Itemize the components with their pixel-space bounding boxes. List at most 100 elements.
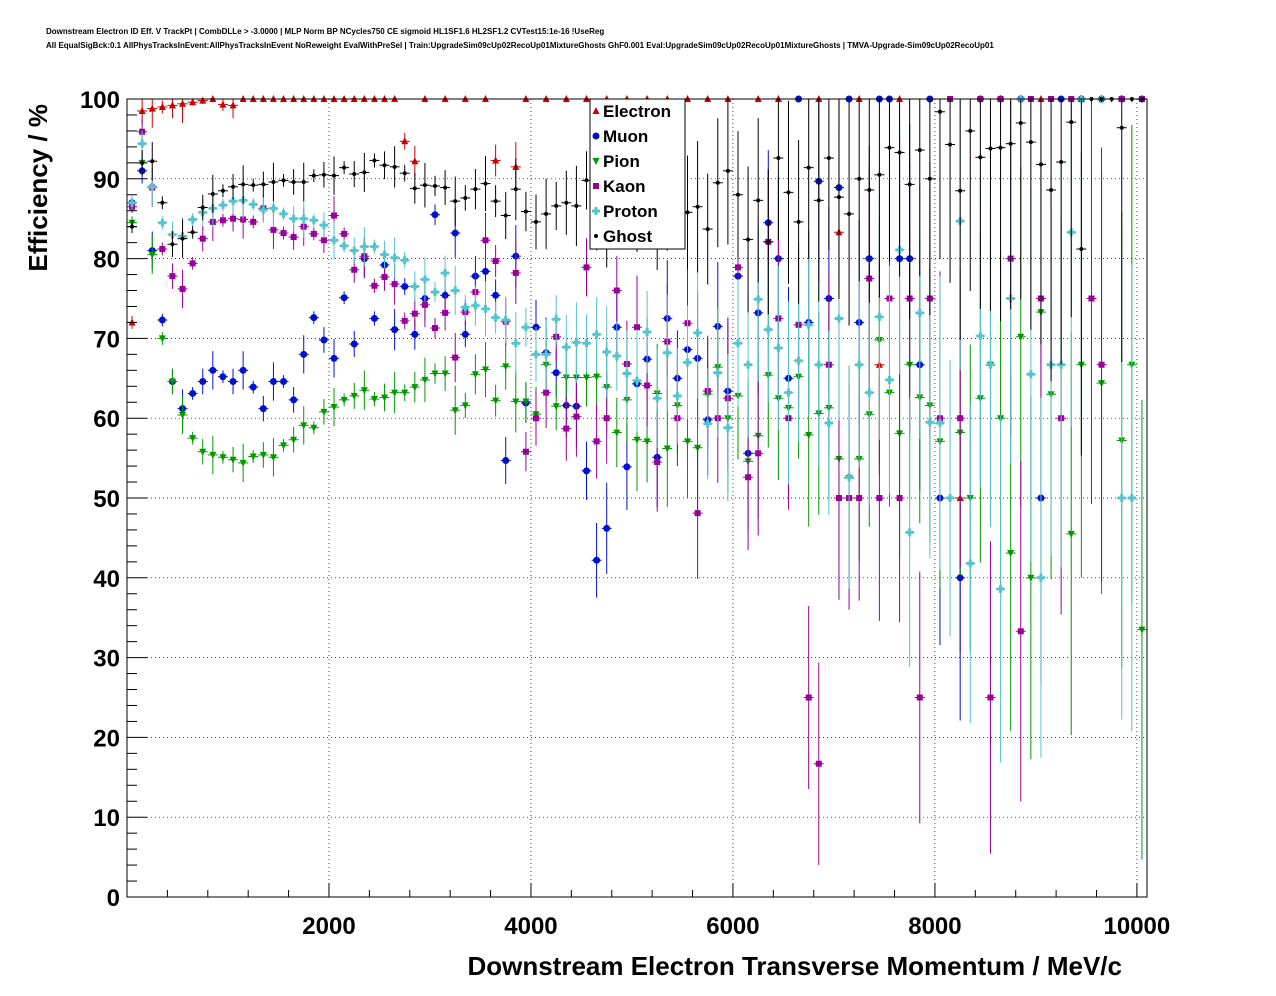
data-point (663, 445, 671, 453)
data-point (968, 128, 973, 133)
data-point (513, 187, 518, 192)
data-point (249, 383, 257, 391)
y-tick-label-4: 40 (93, 566, 120, 593)
data-point (170, 242, 175, 247)
data-point (915, 308, 924, 317)
data-point (1119, 125, 1124, 130)
data-point (1059, 160, 1064, 165)
legend-marker-ghost (594, 234, 598, 238)
data-point (249, 200, 258, 209)
data-point (310, 314, 318, 322)
data-point (603, 415, 610, 422)
data-point (259, 405, 267, 413)
data-point (746, 237, 751, 242)
chart-title-line-1: Downstream Electron ID Eff. V TrackPt | … (46, 27, 605, 36)
data-point (776, 156, 781, 161)
data-point (180, 236, 185, 241)
data-point (756, 198, 761, 203)
data-point (158, 102, 166, 110)
data-point (1027, 574, 1035, 582)
data-point (572, 338, 581, 347)
legend-label-pion: Pion (603, 152, 640, 171)
data-point (946, 494, 955, 502)
data-point (219, 100, 227, 108)
data-point (249, 453, 257, 461)
data-point (461, 402, 469, 410)
legend-box (589, 98, 686, 250)
data-point (411, 384, 419, 392)
data-point (138, 139, 147, 148)
data-point (360, 242, 369, 251)
data-point (400, 256, 409, 265)
data-point (259, 451, 267, 459)
data-point (158, 316, 166, 324)
data-point (766, 239, 771, 244)
data-point (1008, 141, 1013, 146)
data-point (725, 168, 730, 173)
data-point (401, 283, 409, 291)
data-point (251, 183, 256, 188)
data-point (299, 214, 308, 223)
data-point (695, 204, 700, 209)
data-point (734, 264, 741, 271)
data-point (755, 450, 762, 457)
data-point (847, 211, 852, 216)
data-point (280, 442, 288, 450)
data-point (522, 448, 529, 455)
data-point (148, 104, 156, 112)
data-point (815, 760, 822, 767)
data-point (271, 179, 276, 184)
data-point (432, 325, 439, 332)
data-point (705, 227, 710, 232)
data-point (1049, 187, 1054, 192)
data-point (905, 528, 914, 537)
data-point (420, 275, 429, 284)
data-point (179, 285, 186, 292)
data-point (189, 98, 197, 106)
data-point (976, 332, 985, 341)
data-point (392, 164, 397, 169)
data-point (190, 230, 195, 235)
data-point (521, 323, 530, 332)
data-point (219, 454, 227, 462)
x-tick-label-0: 2000 (302, 913, 355, 940)
data-point (431, 211, 439, 219)
data-point (261, 182, 266, 187)
data-point (583, 264, 590, 271)
data-point (340, 241, 349, 250)
data-point (411, 157, 419, 165)
data-point (421, 376, 429, 384)
data-point (290, 436, 298, 444)
data-point (633, 436, 641, 444)
data-point (826, 156, 831, 161)
data-point (332, 173, 337, 178)
data-point (723, 423, 732, 432)
data-point (816, 198, 821, 203)
data-point (270, 226, 277, 233)
data-point (754, 295, 763, 304)
data-point (370, 314, 378, 322)
data-point (442, 309, 449, 316)
data-point (916, 694, 923, 701)
data-point (411, 310, 418, 317)
data-point (381, 394, 389, 402)
data-point (998, 145, 1003, 150)
data-point (1038, 162, 1043, 167)
data-point (230, 215, 237, 222)
data-point (199, 96, 207, 104)
data-point (410, 282, 419, 291)
data-point (987, 694, 994, 701)
data-point (643, 438, 651, 446)
data-point (391, 326, 399, 334)
data-point (401, 317, 408, 324)
data-point (188, 215, 197, 224)
legend-item-muon: Muon (592, 127, 648, 146)
data-point (290, 234, 297, 241)
data-point (331, 212, 338, 219)
data-point (199, 448, 207, 456)
data-point (159, 246, 166, 253)
data-point (330, 354, 338, 362)
x-tick-label-2: 6000 (706, 913, 759, 940)
data-point (835, 495, 842, 501)
legend-label-ghost: Ghost (603, 227, 652, 246)
